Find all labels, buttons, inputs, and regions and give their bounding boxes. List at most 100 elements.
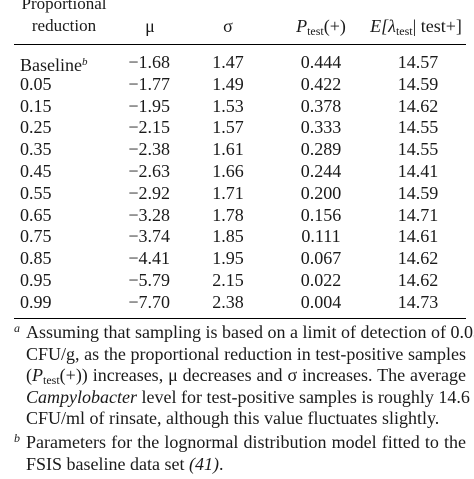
cell-sigma: 1.78 xyxy=(212,204,244,225)
cell-reduction-text: 0.75 xyxy=(20,226,52,247)
cell-mu: −7.70 xyxy=(128,291,170,312)
cell-sigma: 1.53 xyxy=(212,95,244,116)
header-ptest-argument: (+) xyxy=(323,16,346,36)
cell-mu: −2.38 xyxy=(128,139,170,160)
cell-reduction-text: 0.55 xyxy=(20,182,52,203)
cell-reduction-text: Baseline xyxy=(20,55,82,75)
footnote-a-line5: CFU/ml of rinsate, although this value f… xyxy=(26,408,440,428)
header-e-suffix: | test+] xyxy=(412,16,462,36)
cell-ptest: 0.111 xyxy=(301,226,341,247)
cell-mu: −2.92 xyxy=(128,182,170,203)
cell-reduction-text: 0.25 xyxy=(20,117,52,138)
cell-reduction-text: 0.65 xyxy=(20,204,52,225)
cell-reduction: 0.25 xyxy=(20,117,110,138)
cell-reduction: 0.15 xyxy=(20,96,110,117)
cell-sigma: 1.49 xyxy=(212,73,244,94)
header-expectation: E[λtest| test+] xyxy=(360,16,472,41)
cell-sigma: 2.15 xyxy=(212,270,244,290)
footnote-a-line2: CFU/g, as the proportional reduction in … xyxy=(26,343,466,364)
cell-expectation: 14.55 xyxy=(397,117,439,138)
cell-sigma: 1.66 xyxy=(212,161,244,181)
cell-reduction-text: 0.99 xyxy=(20,291,52,312)
cell-reduction: 0.55 xyxy=(20,183,110,204)
footnote-a: a Assuming that sampling is based on a l… xyxy=(14,321,474,432)
cell-reduction-text: 0.45 xyxy=(20,161,52,181)
cell-sigma: 1.95 xyxy=(212,248,244,269)
footnote-a-line3-rest: (+)) increases, μ decreases and σ increa… xyxy=(59,365,466,385)
cell-expectation: 14.59 xyxy=(397,73,439,94)
cell-reduction: 0.05 xyxy=(20,74,110,95)
cell-expectation: 14.71 xyxy=(397,204,439,225)
cell-expectation: 14.62 xyxy=(397,270,439,290)
cell-reduction: 0.85 xyxy=(20,248,110,269)
footnote-b-mark: b xyxy=(14,431,20,445)
header-e-prefix: E[λ xyxy=(370,16,396,36)
cell-ptest: 0.244 xyxy=(300,161,342,181)
cell-ptest: 0.289 xyxy=(300,139,342,160)
cell-expectation: 14.62 xyxy=(397,248,439,269)
header-ptest-subscript: test xyxy=(307,24,324,38)
cell-expectation: 14.55 xyxy=(397,139,439,160)
bottom-rule xyxy=(14,318,466,319)
footnote-a-mark: a xyxy=(14,321,20,335)
footnote-a-line4-rest: level for test-positive samples is rough… xyxy=(136,386,470,407)
cell-mu: −1.95 xyxy=(128,95,170,116)
footnote-b-marker: b xyxy=(81,56,88,68)
header-sigma: σ xyxy=(223,16,233,36)
footnote-a-line1: Assuming that sampling is based on a lim… xyxy=(26,322,474,342)
footnote-b: b Parameters for the lognormal distribut… xyxy=(14,431,466,478)
cell-reduction-text: 0.05 xyxy=(20,73,52,94)
cell-ptest: 0.067 xyxy=(300,248,342,269)
cell-reduction: 0.45 xyxy=(20,161,110,182)
cell-reduction-text: 0.85 xyxy=(20,248,52,269)
cell-reduction-text: 0.15 xyxy=(20,95,52,116)
cell-sigma: 1.71 xyxy=(212,182,244,203)
footnote-b-line2-end: . xyxy=(218,453,224,474)
cell-expectation: 14.57 xyxy=(397,52,439,72)
cell-mu: −4.41 xyxy=(128,248,170,269)
cell-expectation: 14.73 xyxy=(397,291,439,312)
footnote-b-line2: FSIS baseline data set (41). xyxy=(26,454,466,476)
header-mu: μ xyxy=(145,16,155,36)
cell-mu: −1.68 xyxy=(128,52,170,72)
cell-expectation: 14.62 xyxy=(397,95,439,116)
cell-expectation: 14.61 xyxy=(397,226,439,247)
footnote-a-line3-p: P xyxy=(32,365,43,385)
cell-sigma: 1.47 xyxy=(212,52,244,72)
cell-sigma: 1.61 xyxy=(212,139,244,160)
cell-ptest: 0.004 xyxy=(300,291,342,312)
cell-mu: −3.74 xyxy=(128,226,170,247)
cell-mu: −3.28 xyxy=(128,204,170,225)
header-reduction-line2: reduction xyxy=(31,16,97,35)
cell-ptest: 0.422 xyxy=(300,73,342,94)
header-reduction-line1: Proportional xyxy=(21,0,107,13)
header-e-subscript: test xyxy=(395,24,413,38)
cell-mu: −5.79 xyxy=(128,270,170,290)
cell-reduction: 0.65 xyxy=(20,205,110,226)
cell-ptest: 0.444 xyxy=(300,52,342,72)
header-ptest: Ptest(+) xyxy=(276,16,366,41)
cell-reduction-text: 0.95 xyxy=(20,270,52,290)
cell-reduction: 0.95 xyxy=(20,270,110,291)
footnote-a-organism: Campylobacter xyxy=(26,386,137,407)
footnote-a-line3-open: ( xyxy=(26,365,32,385)
cell-ptest: 0.200 xyxy=(300,182,342,203)
cell-reduction: Baselineb xyxy=(20,52,110,76)
header-ptest-symbol: P xyxy=(296,16,308,36)
cell-ptest: 0.333 xyxy=(300,117,342,138)
footnote-b-line2-text: FSIS baseline data set xyxy=(26,453,189,474)
header-rule xyxy=(14,44,466,45)
cell-mu: −1.77 xyxy=(128,73,170,94)
cell-ptest: 0.022 xyxy=(300,270,342,290)
cell-expectation: 14.41 xyxy=(397,161,439,181)
cell-sigma: 1.85 xyxy=(212,226,244,247)
cell-expectation: 14.59 xyxy=(397,182,439,203)
cell-sigma: 1.57 xyxy=(212,117,244,138)
cell-mu: −2.63 xyxy=(128,161,170,181)
cell-reduction: 0.75 xyxy=(20,226,110,247)
footnote-a-line3-sub: test xyxy=(43,373,60,387)
footnote-b-reference: (41) xyxy=(188,453,219,474)
cell-mu: −2.15 xyxy=(128,117,170,138)
footnote-a-line3: (Ptest(+)) increases, μ decreases and σ … xyxy=(26,365,466,392)
footnote-a-line4: Campylobacter level for test-positive sa… xyxy=(26,386,470,409)
